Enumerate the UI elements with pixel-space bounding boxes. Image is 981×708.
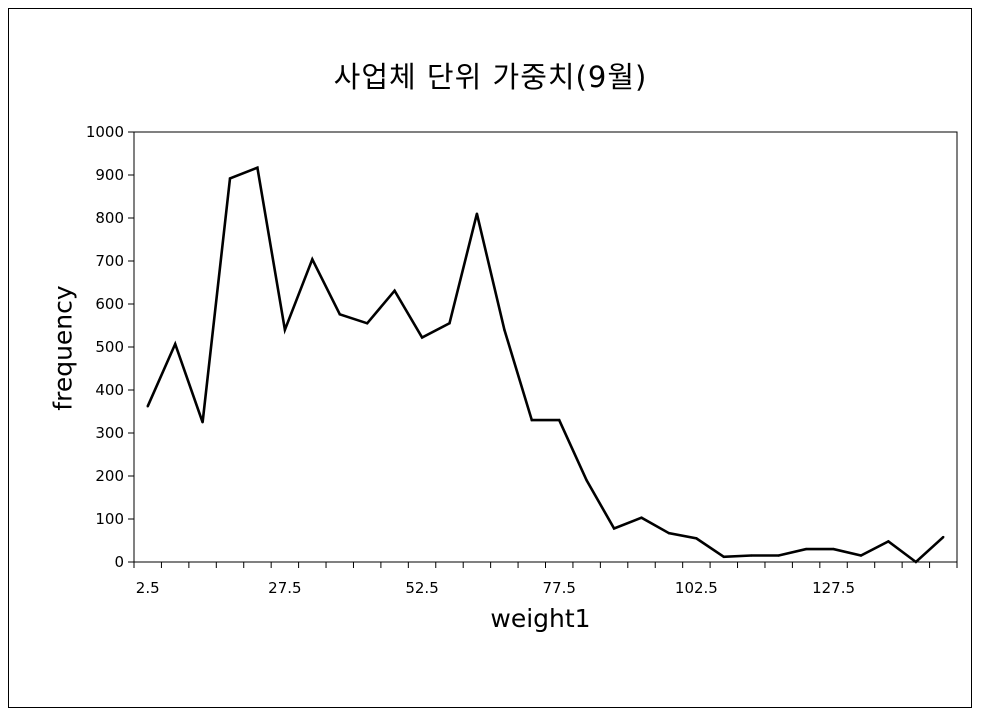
data-point xyxy=(914,560,918,564)
data-point xyxy=(283,328,287,331)
data-point xyxy=(311,258,314,261)
data-point xyxy=(146,405,149,408)
y-tick-label: 0 xyxy=(114,553,124,571)
data-point xyxy=(558,418,561,422)
y-tick-label: 800 xyxy=(95,209,124,227)
data-point xyxy=(503,328,506,331)
data-point xyxy=(201,421,204,424)
data-point xyxy=(640,516,643,519)
plot-area xyxy=(133,131,958,563)
data-point xyxy=(585,479,588,482)
x-tick-label: 127.5 xyxy=(812,579,855,597)
x-axis: 2.5 27.5 52.5 77.5 102.5 127.5 xyxy=(133,562,958,597)
data-point xyxy=(420,336,424,339)
y-tick-label: 500 xyxy=(95,338,124,356)
y-axis-title: frequency xyxy=(48,285,78,411)
data-point xyxy=(859,554,863,557)
y-axis: 0 100 200 300 400 500 600 700 800 900 1000 xyxy=(86,123,134,571)
data-point xyxy=(722,555,726,559)
data-point xyxy=(173,342,177,346)
data-point xyxy=(338,313,341,316)
y-tick-label: 200 xyxy=(95,467,124,485)
chart-title: 사업체 단위 가중치(9월) xyxy=(333,60,648,94)
data-point xyxy=(750,554,753,557)
data-point xyxy=(228,177,232,180)
data-point xyxy=(777,554,780,557)
data-point xyxy=(804,547,808,551)
y-tick-label: 300 xyxy=(95,424,124,442)
x-tick-label: 102.5 xyxy=(675,579,718,597)
x-tick-label: 77.5 xyxy=(543,579,576,597)
data-point xyxy=(832,547,835,551)
x-tick-label: 27.5 xyxy=(268,579,301,597)
data-point xyxy=(256,166,259,169)
x-axis-title: weight1 xyxy=(490,604,591,633)
y-tick-label: 900 xyxy=(95,166,124,184)
data-points xyxy=(146,166,945,564)
data-point xyxy=(530,418,533,422)
y-tick-label: 100 xyxy=(95,510,124,528)
data-point xyxy=(887,540,890,543)
y-tick-label: 700 xyxy=(95,252,124,270)
series-line-frequency xyxy=(146,165,945,564)
data-point xyxy=(475,212,479,215)
data-point xyxy=(612,527,616,530)
y-tick-label: 600 xyxy=(95,295,124,313)
data-point xyxy=(942,535,945,539)
y-tick-label: 1000 xyxy=(86,123,124,141)
data-point xyxy=(448,322,451,325)
data-point xyxy=(365,322,369,325)
data-point xyxy=(695,537,698,540)
x-tick-label: 52.5 xyxy=(405,579,438,597)
data-point xyxy=(667,531,671,535)
x-tick-label: 2.5 xyxy=(136,579,160,597)
line-chart: 0 100 200 300 400 500 600 700 800 900 1000 2.5 27.5… xyxy=(86,123,958,597)
y-tick-label: 400 xyxy=(95,381,124,399)
data-point xyxy=(393,289,396,292)
